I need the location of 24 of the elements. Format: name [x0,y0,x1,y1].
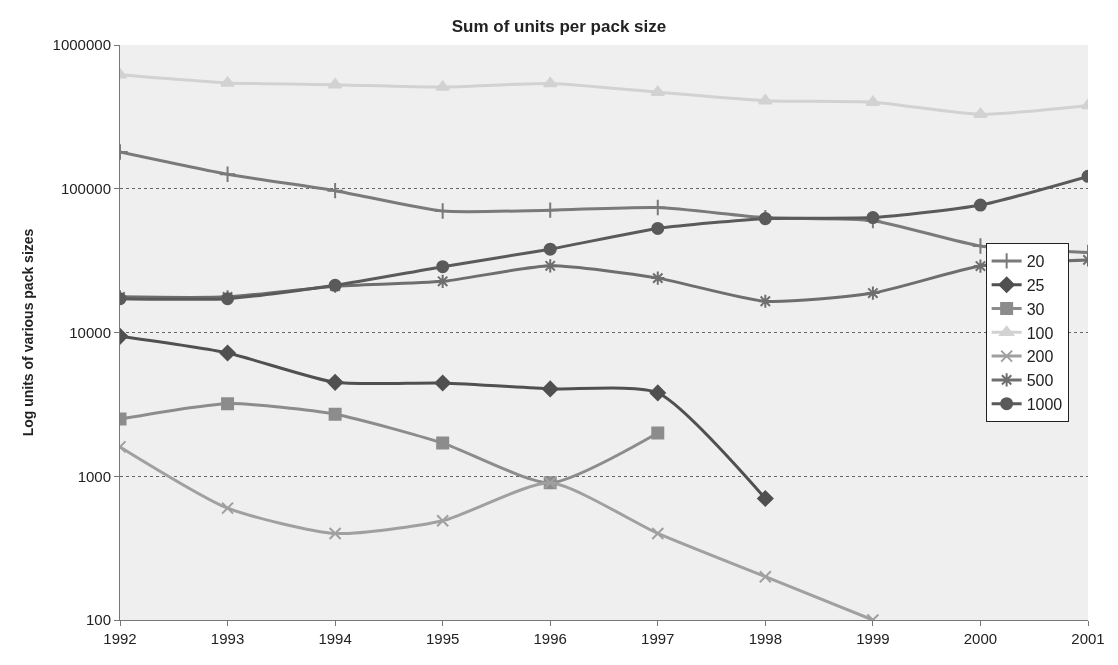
legend-label: 20 [1026,253,1045,271]
y-axis-title: Log units of various pack sizes [20,228,37,437]
y-tick-label: 1000 [77,467,111,485]
x-tick-label: 1999 [856,630,890,647]
y-tick-label: 10000 [69,323,111,341]
legend-label: 30 [1026,300,1045,318]
x-tick-label: 1992 [103,630,137,647]
legend-label: 500 [1026,372,1054,390]
x-tick-label: 2001 [1071,630,1105,647]
x-tick-label: 1994 [318,630,352,647]
y-tick-label: 100 [85,611,111,629]
x-tick-label: 2000 [963,630,998,647]
x-tick-label: 1998 [748,630,783,647]
legend-label: 100 [1026,324,1054,342]
x-tick-label: 1997 [641,630,675,647]
y-tick-label: 100000 [60,180,111,197]
y-tick-label: 1000000 [52,36,111,54]
legend-label: 1000 [1026,395,1063,413]
x-tick-label: 1996 [533,630,567,647]
chart-title: Sum of units per pack size [451,16,667,36]
legend-label: 200 [1026,348,1054,366]
x-tick-label: 1993 [210,630,245,647]
legend-label: 25 [1026,276,1045,294]
x-tick-label: 1995 [425,630,460,647]
